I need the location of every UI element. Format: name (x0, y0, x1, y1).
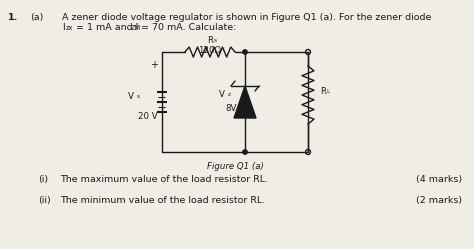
Text: The maximum value of the load resistor RL.: The maximum value of the load resistor R… (60, 175, 268, 184)
Text: = 70 mA. Calculate:: = 70 mA. Calculate: (141, 23, 237, 32)
Text: 8V: 8V (225, 104, 237, 113)
Polygon shape (234, 86, 256, 118)
Text: = 1 mA and I: = 1 mA and I (76, 23, 138, 32)
Text: 1.: 1. (8, 13, 18, 22)
Text: +: + (150, 60, 158, 70)
Text: A zener diode voltage regulator is shown in Figure Q1 (a). For the zener diode: A zener diode voltage regulator is shown… (62, 13, 431, 22)
Text: I: I (62, 23, 65, 32)
Text: V: V (219, 90, 225, 99)
Text: L: L (326, 89, 329, 94)
Text: V: V (128, 92, 134, 101)
Text: R: R (320, 87, 326, 96)
Text: (2 marks): (2 marks) (416, 196, 462, 205)
Text: s: s (137, 94, 140, 99)
Text: s: s (214, 38, 217, 43)
Text: 120Ω: 120Ω (199, 46, 221, 55)
Text: z: z (228, 92, 231, 97)
Text: ZM: ZM (131, 25, 141, 31)
Text: Figure Q1 (a): Figure Q1 (a) (207, 162, 264, 171)
Text: (ii): (ii) (38, 196, 51, 205)
Circle shape (243, 50, 247, 54)
Text: (i): (i) (38, 175, 48, 184)
Text: zx: zx (66, 25, 73, 31)
Text: The minimum value of the load resistor RL.: The minimum value of the load resistor R… (60, 196, 265, 205)
Text: (a): (a) (30, 13, 44, 22)
Text: R: R (207, 36, 213, 45)
Circle shape (243, 150, 247, 154)
Text: 20 V: 20 V (138, 112, 158, 121)
Text: (4 marks): (4 marks) (416, 175, 462, 184)
